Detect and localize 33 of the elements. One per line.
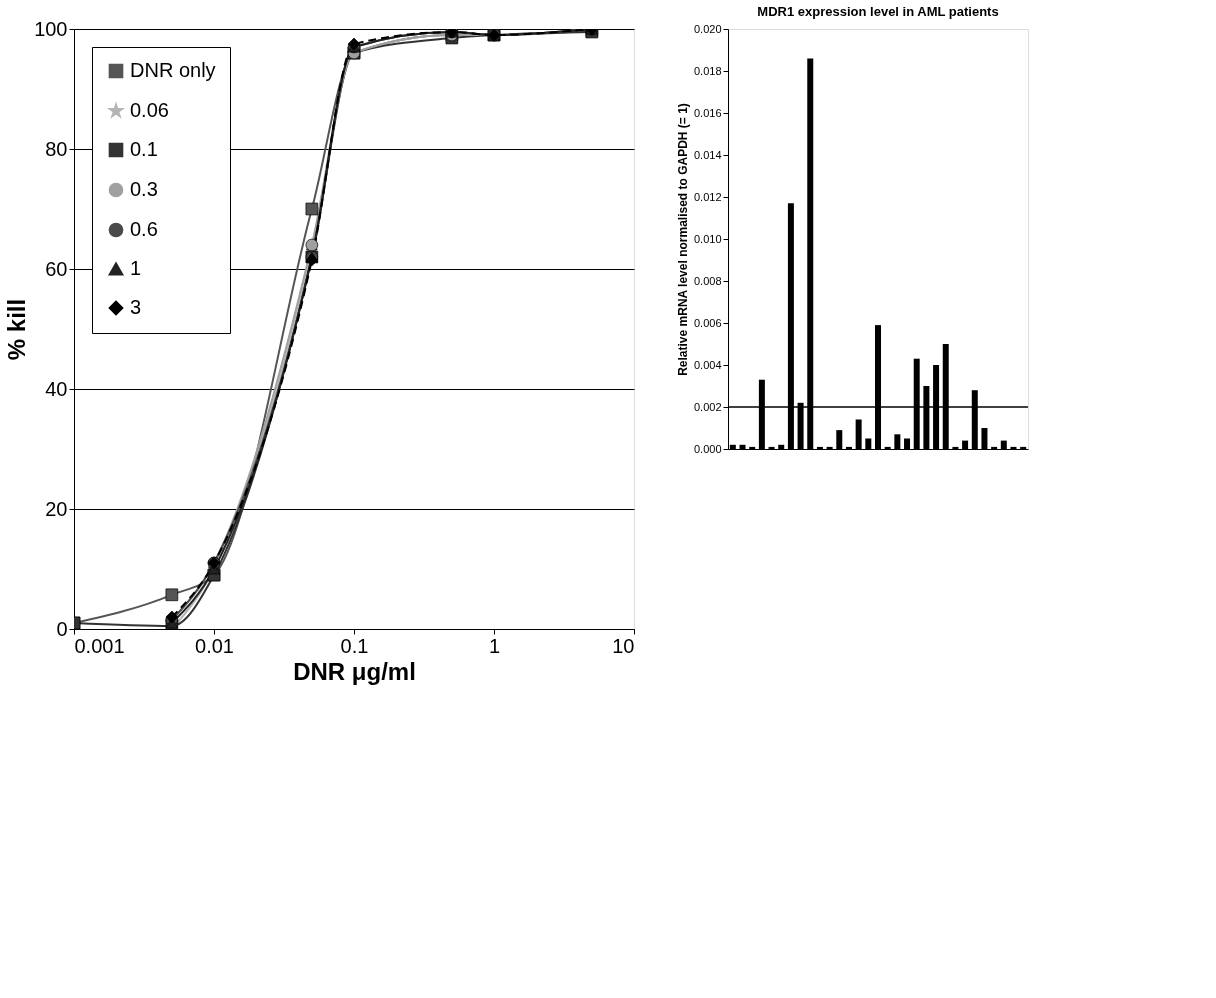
y-tick-label: 40: [45, 377, 68, 400]
y-tick-label: 20: [45, 497, 68, 520]
y-tick-label: 0: [56, 617, 68, 640]
legend-label: 0.6: [130, 218, 158, 240]
x-tick-label: 0.1: [340, 634, 369, 657]
y-tick-label: 0.014: [693, 148, 722, 161]
legend-label: 1: [130, 257, 142, 279]
y-tick-label: 0.012: [693, 190, 722, 203]
y-tick-label: 100: [34, 17, 68, 40]
chart-title: MDR1 expression level in AML patients: [757, 4, 999, 19]
x-tick-label: 0.001: [74, 634, 125, 657]
x-tick-label: 10: [612, 634, 635, 657]
y-tick-label: 0.004: [693, 358, 722, 371]
legend-label: DNR only: [130, 59, 216, 81]
y-tick-label: 0.018: [693, 64, 722, 77]
y-tick-label: 80: [45, 137, 68, 160]
legend-label: 0.06: [130, 99, 169, 121]
y-tick-label: 0.010: [693, 232, 722, 245]
y-tick-label: 0.006: [693, 316, 722, 329]
y-axis-title: % kill: [3, 298, 31, 361]
legend-label: 0.3: [130, 178, 158, 200]
y-tick-label: 60: [45, 257, 68, 280]
y-tick-label: 0.016: [693, 106, 722, 119]
y-axis-title: Relative mRNA level normalised to GAPDH (= 1): [675, 103, 690, 376]
x-axis-title: DNR μg/ml: [293, 657, 416, 685]
y-tick-label: 0.008: [693, 274, 722, 287]
legend-label: 3: [130, 296, 142, 318]
legend-label: 0.1: [130, 138, 158, 160]
y-tick-label: 0.020: [693, 22, 722, 35]
x-tick-label: 1: [488, 634, 501, 657]
y-tick-label: 0.000: [693, 442, 722, 455]
y-tick-label: 0.002: [693, 400, 722, 413]
x-tick-label: 0.01: [195, 634, 234, 657]
